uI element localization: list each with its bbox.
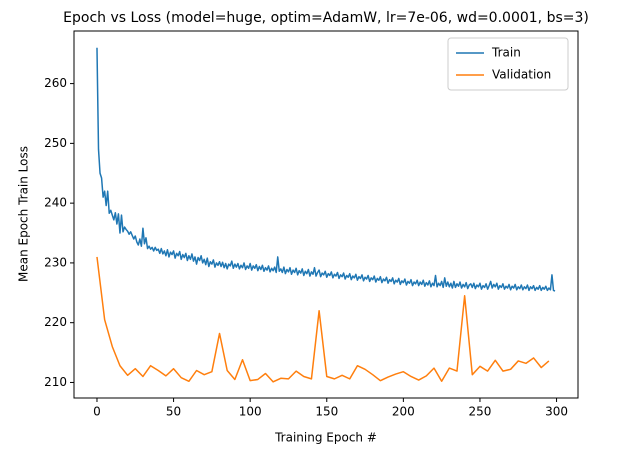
y-tick-label: 210 [44, 375, 67, 389]
x-tick-label: 50 [166, 405, 181, 419]
plot-frame [73, 30, 579, 399]
y-tick-label: 220 [44, 315, 67, 329]
chart-title: Epoch vs Loss (model=huge, optim=AdamW, … [63, 10, 589, 26]
y-tick-label: 230 [44, 255, 67, 269]
y-tick-label: 240 [44, 196, 67, 210]
y-axis-label: Mean Epoch Train Loss [17, 146, 31, 282]
line-series [96, 47, 556, 292]
x-tick-label: 150 [315, 405, 338, 419]
line-series [96, 256, 550, 383]
x-tick-label: 0 [93, 405, 101, 419]
x-tick-label: 300 [545, 405, 568, 419]
legend: Train Validation [447, 37, 569, 91]
legend-label: Validation [492, 68, 551, 82]
x-tick-label: 100 [239, 405, 262, 419]
y-tick-label: 260 [44, 76, 67, 90]
y-tick-label: 250 [44, 136, 67, 150]
x-tick-label: 250 [469, 405, 492, 419]
x-axis-label: Training Epoch # [274, 431, 377, 445]
x-tick-label: 200 [392, 405, 415, 419]
legend-label: Train [491, 46, 521, 60]
legend-box [447, 37, 569, 91]
